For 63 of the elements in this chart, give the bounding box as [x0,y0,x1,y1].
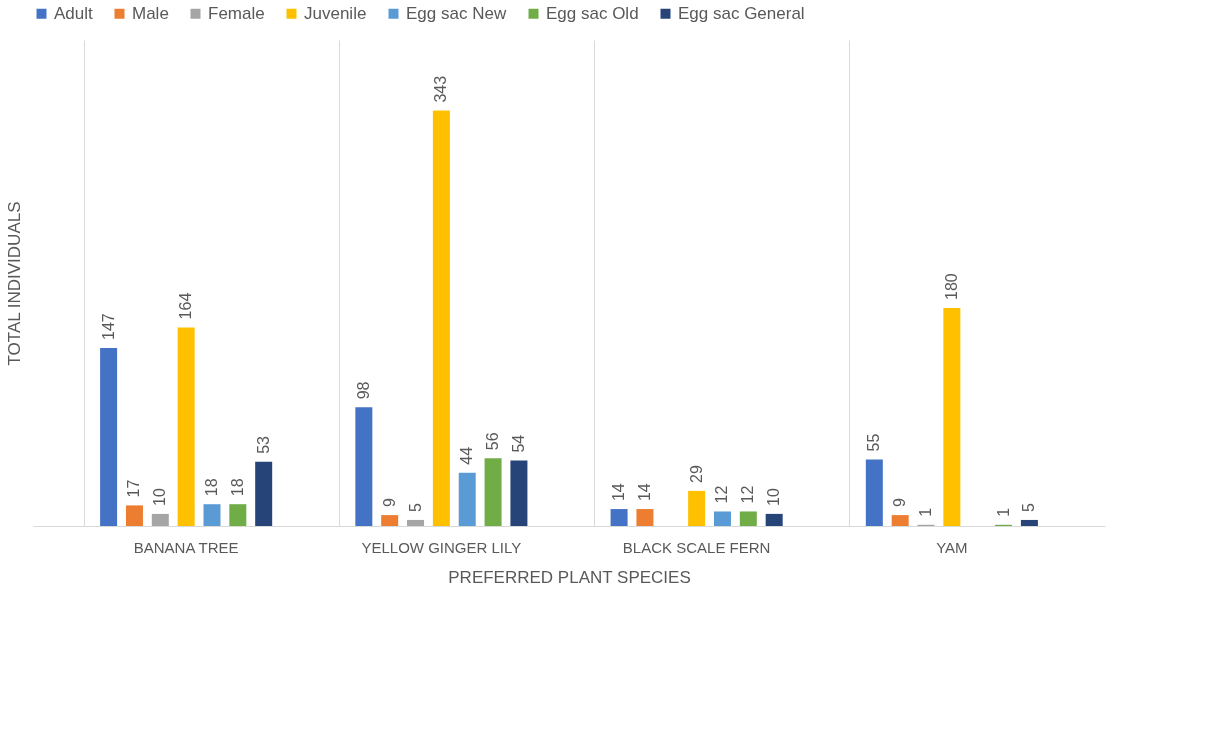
data-label: 9 [380,498,398,508]
x-tick-label: BLACK SCALE FERN [622,538,771,556]
bar [1020,519,1038,526]
bar [713,511,731,526]
data-label: 14 [635,483,653,502]
y-axis-title: TOTAL INDIVIDUALS [4,201,24,366]
data-label: 10 [765,487,783,506]
bar [381,515,399,526]
bar [177,327,195,526]
bar [151,513,169,526]
data-label: 98 [354,381,372,400]
data-label: 9 [891,498,909,508]
bar [610,509,628,526]
legend-label: Male [132,3,169,23]
data-label: 147 [99,313,117,340]
data-label: 10 [151,487,169,506]
x-tick-label: YELLOW GINGER LILY [361,538,522,556]
bar [355,407,373,526]
bar [510,460,528,526]
bar [765,513,783,526]
data-label: 343 [432,75,450,103]
x-tick-label: YAM [936,538,968,556]
data-label: 5 [1020,502,1038,512]
bar [484,458,502,526]
data-label: 18 [202,478,220,497]
bar [688,490,706,526]
bar [636,509,654,526]
bar [100,347,118,526]
data-label: 1 [917,507,935,517]
bar [891,515,909,526]
data-label: 14 [610,483,628,502]
data-label: 1 [994,507,1012,517]
data-label: 55 [865,433,883,452]
bar [739,511,757,526]
data-label: 17 [125,479,143,498]
data-label: 54 [509,434,527,453]
legend-label: Egg sac General [678,3,805,23]
bar [229,504,247,526]
x-tick-label: BANANA TREE [133,538,239,556]
legend-label: Juvenile [304,3,367,23]
bar [203,504,221,526]
data-label: 5 [406,502,424,512]
legend-label: Adult [54,3,94,23]
data-label: 164 [177,292,195,320]
data-label: 44 [458,446,476,465]
data-label: 29 [687,464,705,483]
bar [407,519,425,526]
data-label: 12 [713,485,731,504]
bar [125,505,143,526]
legend-label: Egg sac Old [546,3,639,23]
data-label: 180 [942,273,960,301]
x-axis-title: PREFERRED PLANT SPECIES [448,567,691,587]
bar [432,110,450,526]
bar [255,461,273,526]
legend-label: Female [208,3,265,23]
data-label: 12 [739,485,757,504]
bar [943,308,961,526]
data-label: 18 [228,478,246,497]
data-label: 53 [254,435,272,454]
bar [458,472,476,526]
bar [865,459,883,526]
legend-label: Egg sac New [406,3,507,23]
data-label: 56 [484,432,502,451]
